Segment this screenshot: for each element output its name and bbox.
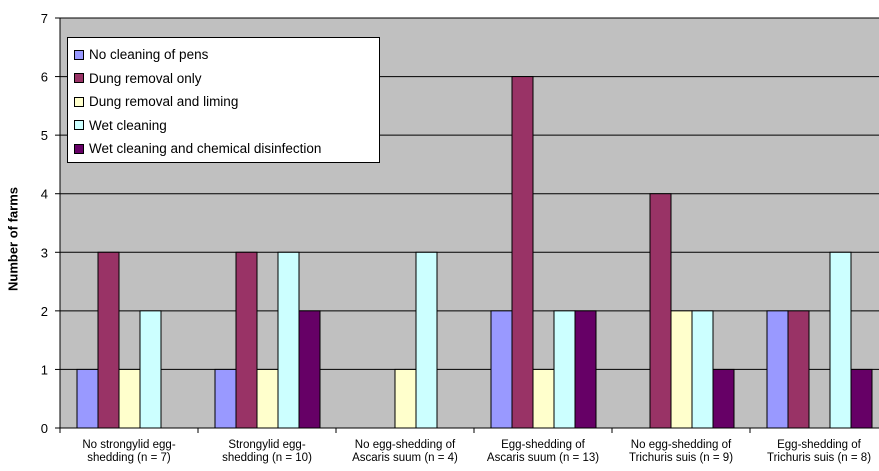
bar (97, 251, 120, 429)
y-tick-label: 0 (41, 421, 48, 436)
x-tick-label: Strongylid egg- (228, 439, 306, 451)
x-tick-label: Egg-shedding of (501, 439, 586, 451)
bar (850, 368, 873, 429)
y-tick-label: 2 (41, 304, 48, 319)
bar (829, 251, 852, 429)
y-tick-label: 4 (41, 187, 48, 202)
bar (574, 310, 597, 429)
x-tick-label: No egg-shedding of (631, 439, 732, 451)
bar (277, 251, 300, 429)
bar (235, 251, 258, 429)
x-tick-label: Ascaris suum (n = 4) (352, 452, 458, 464)
y-tick-label: 7 (41, 11, 48, 26)
legend-label: Wet cleaning (89, 117, 167, 133)
legend-swatch (74, 143, 84, 154)
bar (511, 76, 534, 429)
bar (766, 310, 789, 429)
y-tick-label: 6 (41, 70, 48, 85)
legend-item: Dung removal and liming (74, 90, 379, 114)
bar (553, 310, 576, 429)
bar (214, 368, 237, 429)
y-tick-labels: 0 1 2 3 4 5 6 7 (41, 11, 48, 436)
legend-item: Wet cleaning (74, 114, 379, 138)
bar (139, 310, 162, 429)
x-tick-labels: No strongylid egg-shedding (n = 7) Strong… (82, 439, 871, 464)
bar (490, 310, 513, 429)
x-tick-label: shedding (n = 7) (87, 452, 171, 464)
x-tick-label: No egg-shedding of (355, 439, 456, 451)
bar (670, 310, 693, 429)
bar (298, 310, 321, 429)
bar (691, 310, 714, 429)
x-tick-label: No strongylid egg- (82, 439, 175, 451)
bars (76, 76, 873, 429)
legend-label: Dung removal and liming (89, 94, 239, 110)
legend-swatch (74, 49, 84, 60)
bar (649, 193, 672, 429)
y-axis-label: Number of farms (5, 186, 21, 292)
x-tick-label: Trichuris suis (n = 8) (767, 452, 871, 464)
y-tick-label: 3 (41, 245, 48, 260)
legend-item: No cleaning of pens (74, 43, 379, 67)
bar (256, 368, 279, 429)
legend-swatch (74, 120, 84, 131)
legend-label: Dung removal only (89, 70, 202, 86)
bar (118, 368, 141, 429)
legend-swatch (74, 73, 84, 84)
x-tick-label: Trichuris suis (n = 9) (629, 452, 733, 464)
legend-item: Dung removal only (74, 67, 379, 91)
gridlines (60, 17, 879, 370)
bar (712, 368, 735, 429)
y-tick-label: 5 (41, 128, 48, 143)
legend-swatch (74, 96, 84, 107)
bar (415, 251, 438, 429)
x-tick-label: shedding (n = 10) (222, 452, 312, 464)
legend-label: No cleaning of pens (89, 47, 209, 63)
legend: No cleaning of pens Dung removal only Du… (67, 37, 380, 163)
bar (787, 310, 810, 429)
bar (76, 368, 99, 429)
x-tick-label: Ascaris suum (n = 13) (487, 452, 599, 464)
legend-label: Wet cleaning and chemical disinfection (89, 141, 322, 157)
legend-item: Wet cleaning and chemical disinfection (74, 137, 379, 161)
y-tick-label: 1 (41, 362, 48, 377)
x-tick-label: Egg-shedding of (777, 439, 862, 451)
axes (55, 17, 879, 433)
bar (394, 368, 417, 429)
bar (532, 368, 555, 429)
